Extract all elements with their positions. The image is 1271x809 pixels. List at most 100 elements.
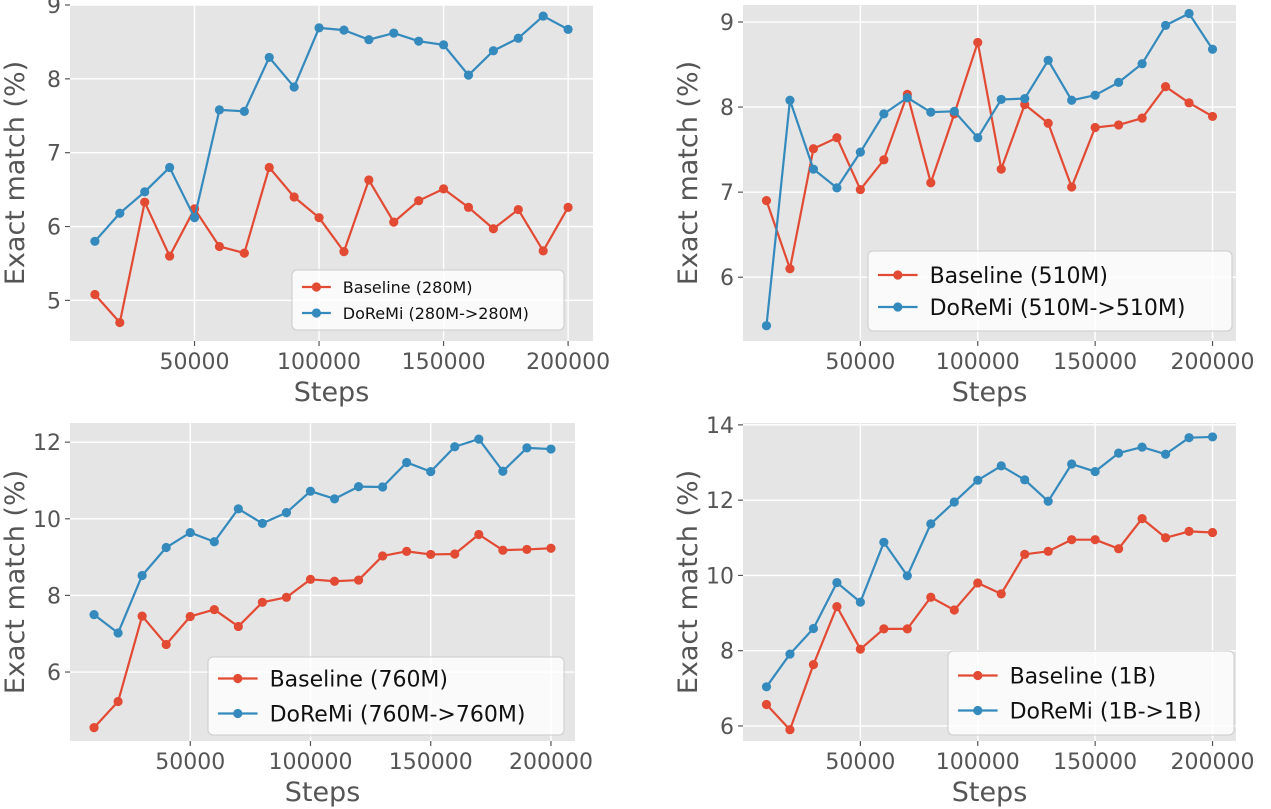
baseline-point	[209, 604, 219, 615]
doremi-point	[189, 213, 200, 223]
doremi-point	[832, 577, 842, 588]
doremi-point	[289, 82, 299, 92]
doremi-point	[1184, 8, 1194, 19]
doremi-point	[474, 434, 484, 444]
x-tick-label: 100000	[277, 350, 361, 375]
doremi-point	[1043, 55, 1053, 65]
y-tick-label: 8	[720, 640, 734, 665]
baseline-point	[233, 621, 243, 632]
baseline-point	[329, 576, 340, 586]
doremi-line	[765, 12, 1214, 326]
doremi-point	[113, 628, 123, 638]
baseline-point	[289, 192, 299, 202]
doremi-point	[761, 321, 772, 331]
baseline-line	[765, 517, 1213, 731]
x-tick-label: 100000	[936, 750, 1020, 775]
legend-box	[291, 269, 565, 331]
y-axis-label: Exact match (%)	[673, 470, 704, 694]
doremi-point	[498, 466, 508, 476]
baseline-point	[1090, 122, 1100, 133]
chart-panel-4: 50000 100000 150000 200000 6 8 10 12 14 Steps Exac…	[673, 414, 1255, 808]
doremi-point	[926, 519, 936, 529]
baseline-point	[115, 317, 125, 328]
doremi-point	[402, 457, 412, 468]
y-tick-label: 7	[47, 142, 61, 167]
baseline-point	[264, 162, 274, 173]
x-tick-label: 150000	[1053, 750, 1137, 775]
doremi-point	[785, 649, 795, 659]
baseline-point	[314, 213, 324, 223]
legend-label-doremi: DoReMi (510M->510M)	[930, 296, 1186, 321]
baseline-point	[513, 204, 523, 215]
doremi-point	[314, 23, 324, 33]
y-tick-label: 9	[47, 0, 61, 19]
doremi-point	[973, 133, 983, 143]
x-tick-label: 200000	[509, 750, 593, 775]
legend-marker-doremi	[893, 302, 903, 312]
y-tick-label: 10	[33, 508, 61, 533]
doremi-point	[902, 571, 912, 581]
baseline-point	[761, 699, 772, 710]
baseline-point	[522, 544, 532, 555]
doremi-point	[353, 482, 364, 492]
baseline-point	[1114, 120, 1124, 130]
doremi-point	[90, 236, 100, 246]
x-tick-label: 100000	[936, 350, 1020, 375]
doremi-point	[1184, 433, 1194, 443]
x-tick-label: 50000	[160, 350, 230, 375]
baseline-point	[1207, 111, 1218, 122]
doremi-point	[389, 28, 399, 38]
baseline-point	[1184, 98, 1194, 108]
doremi-point	[339, 25, 349, 35]
baseline-point	[538, 246, 548, 256]
baseline-point	[996, 164, 1006, 174]
baseline-point	[438, 184, 449, 194]
baseline-point	[926, 592, 936, 602]
doremi-point	[1114, 448, 1124, 458]
baseline-point	[832, 133, 842, 143]
doremi-point	[463, 70, 474, 80]
baseline-point	[1160, 82, 1171, 92]
doremi-point	[115, 208, 125, 218]
legend-marker-baseline	[311, 282, 321, 292]
baseline-point	[281, 592, 292, 602]
baseline-point	[140, 197, 150, 207]
doremi-point	[1137, 442, 1147, 452]
doremi-point	[239, 106, 249, 116]
baseline-point	[414, 196, 424, 206]
doremi-point	[450, 442, 460, 452]
baseline-point	[113, 696, 123, 707]
baseline-point	[353, 575, 364, 585]
baseline-point	[879, 624, 889, 634]
doremi-point	[879, 537, 889, 547]
doremi-point	[855, 597, 865, 607]
baseline-point	[1137, 113, 1147, 123]
baseline-point	[364, 175, 374, 185]
doremi-point	[264, 52, 274, 63]
doremi-point	[1207, 44, 1218, 54]
baseline-point	[1184, 526, 1194, 536]
doremi-point	[808, 164, 819, 174]
legend-label-doremi: DoReMi (1B->1B)	[1010, 699, 1202, 724]
doremi-point	[165, 162, 175, 173]
baseline-point	[389, 217, 399, 227]
baseline-point	[137, 611, 147, 621]
baseline-line	[93, 533, 552, 729]
doremi-point	[1020, 93, 1030, 104]
y-tick-label: 9	[720, 11, 734, 36]
baseline-point	[463, 202, 474, 212]
baseline-point	[902, 624, 912, 634]
baseline-point	[563, 202, 573, 212]
y-tick-label: 8	[720, 96, 734, 121]
legend: Baseline (510M) DoReMi (510M->510M)	[867, 250, 1233, 332]
y-tick-label: 5	[47, 289, 61, 314]
y-axis-label: Exact match (%)	[0, 470, 31, 694]
x-tick-label: 200000	[526, 350, 610, 375]
baseline-point	[855, 184, 865, 195]
x-tick-label: 150000	[402, 350, 486, 375]
y-tick-label: 14	[706, 414, 734, 439]
x-tick-label: 200000	[1171, 750, 1255, 775]
doremi-point	[538, 11, 548, 21]
baseline-point	[546, 543, 556, 553]
